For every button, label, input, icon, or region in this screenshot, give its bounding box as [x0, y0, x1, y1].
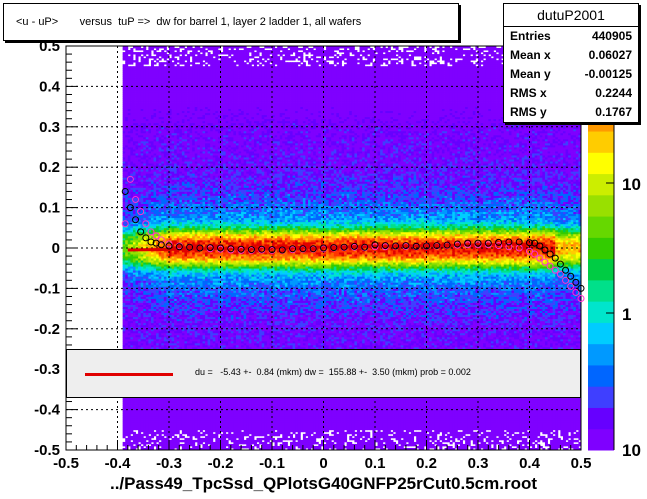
heatmap-cell [133, 60, 136, 62]
heatmap-cell [128, 66, 131, 68]
heatmap-cell [133, 432, 136, 434]
heatmap-cell [133, 446, 136, 448]
heatmap-cell [123, 442, 126, 444]
heatmap-cell [130, 436, 133, 438]
heatmap-cell [136, 434, 139, 436]
heatmap-cell [133, 52, 136, 54]
heatmap-cell [130, 66, 133, 68]
heatmap-cell [133, 66, 136, 68]
heatmap-cell [128, 56, 131, 58]
heatmap-cell [130, 48, 133, 50]
heatmap-cell [136, 52, 139, 54]
heatmap-cell [123, 52, 126, 54]
heatmap-cell [123, 64, 126, 66]
heatmap-cell [130, 442, 133, 444]
heatmap-cell [128, 50, 131, 52]
heatmap-cell [125, 438, 128, 440]
